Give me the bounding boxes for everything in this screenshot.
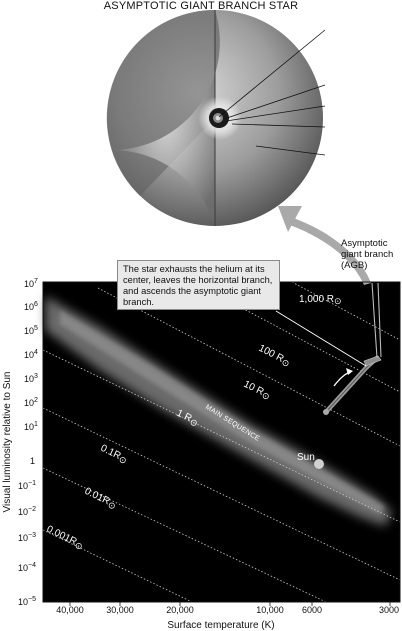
x-axis-label: Surface temperature (K) <box>167 620 274 631</box>
agb-star-illustration <box>106 9 323 226</box>
y-tick: 10−1 <box>18 480 36 491</box>
agb-label-line: Asymptotic <box>341 238 388 249</box>
agb-label-line: (AGB) <box>341 260 368 271</box>
evolution-arrow-icon <box>278 206 371 285</box>
sun-marker <box>314 459 324 469</box>
diagram-title: ASYMPTOTIC GIANT BRANCH STAR <box>103 0 299 12</box>
y-tick: 10−4 <box>18 562 36 573</box>
track-arrowhead-icon <box>346 368 353 375</box>
x-tick: 6000 <box>302 605 322 615</box>
main-sequence-core <box>60 310 385 514</box>
y-tick: 103 <box>24 373 38 384</box>
sun-label: Sun <box>297 452 315 463</box>
y-tick: 107 <box>24 278 38 289</box>
y-axis-label: Visual luminosity relative to Sun <box>2 372 13 513</box>
y-tick: 102 <box>24 397 38 408</box>
radius-label-1000: 1,000 R⊙ <box>299 294 342 306</box>
x-ticks <box>69 602 391 606</box>
x-axis-ticks: 40,000 30,000 20,000 10,000 6000 3000 <box>56 605 399 615</box>
y-tick: 106 <box>24 301 38 312</box>
y-tick: 101 <box>24 421 38 432</box>
x-tick: 20,000 <box>166 605 194 615</box>
x-tick: 10,000 <box>256 605 284 615</box>
x-tick: 40,000 <box>56 605 84 615</box>
x-tick: 30,000 <box>106 605 134 615</box>
y-axis-ticks: 107 106 105 104 103 102 101 1 10−1 10−2 … <box>18 278 38 607</box>
y-tick: 10−2 <box>18 506 36 517</box>
y-tick: 1 <box>30 456 35 466</box>
y-tick: 10−3 <box>18 532 36 543</box>
y-tick: 104 <box>24 349 38 360</box>
y-tick: 10−5 <box>18 596 36 607</box>
callout-box: The star exhausts the helium at its cent… <box>117 260 280 310</box>
agb-track <box>323 282 382 415</box>
callout-pointer-line <box>275 310 367 367</box>
x-tick: 3000 <box>379 605 399 615</box>
y-tick: 105 <box>24 325 38 336</box>
agb-label-line: giant branch <box>341 249 394 260</box>
agb-label: Asymptotic giant branch (AGB) <box>341 238 393 271</box>
star-pointer-lines <box>218 29 326 156</box>
